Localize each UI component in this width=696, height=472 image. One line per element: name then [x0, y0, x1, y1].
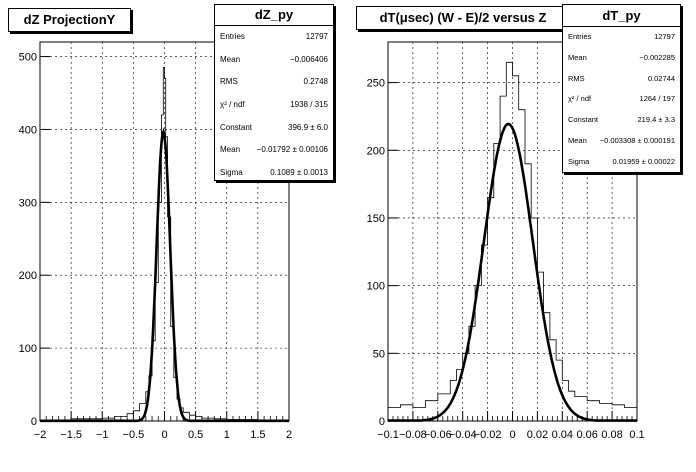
x-tick-label: −2 — [34, 429, 47, 441]
x-tick-label: −0.04 — [449, 429, 477, 441]
stats-row-fit-mean: Mean −0.01792 ± 0.00106 — [220, 145, 328, 155]
gaussian-fit-curve — [40, 127, 289, 423]
stats-row-sigma: Sigma 0.01959 ± 0.00022 — [568, 156, 675, 166]
x-tick-label: −0.02 — [474, 429, 502, 441]
x-tick-label: −1.5 — [60, 429, 82, 441]
x-tick-label: −0.08 — [399, 429, 427, 441]
stats-row-mean: Mean −0.002285 — [568, 52, 675, 62]
y-tick-label: 0 — [379, 416, 385, 428]
y-tick-label: 300 — [19, 197, 37, 209]
stats-row-mean: Mean −0.006406 — [220, 54, 328, 64]
dt-plot-title: dT(μsec) (W - E)/2 versus Z — [356, 6, 570, 30]
dt-versus-z-plot: −0.1 −0.08−0.06−0.04−0.02 0 0.02 0.04 0.06 0.0… — [367, 41, 645, 441]
dt-stats-name: dT_py — [563, 5, 680, 27]
y-tick-label: 150 — [367, 213, 385, 225]
gaussian-fit-curve — [388, 122, 637, 422]
dt-stats-box: dT_py Entries 12797 Mean −0.002285 RMS 0.02… — [562, 4, 681, 173]
dz-projection-plot: −2 −1.5 −1 −0.5 0 0.5 1 1.5 2 0 100 200 300 400 500 — [19, 41, 292, 441]
stats-row-chi2: χ² / ndf 1938 / 315 — [220, 100, 328, 110]
y-tick-label: 100 — [367, 281, 385, 293]
y-tick-label: 100 — [19, 343, 37, 355]
y-tick-label: 200 — [367, 145, 385, 157]
y-tick-label: 500 — [19, 52, 37, 64]
x-tick-label: 0 — [161, 429, 167, 441]
x-tick-label: 1 — [224, 429, 230, 441]
x-tick-label: 0 — [509, 429, 515, 441]
x-tick-label: −0.5 — [123, 429, 145, 441]
histogram-series — [40, 67, 289, 421]
stats-row-rms: RMS 0.2748 — [220, 77, 328, 87]
x-tick-label: 0.06 — [576, 429, 597, 441]
x-tick-label: −0.1 — [377, 429, 399, 441]
x-tick-label: 0.08 — [601, 429, 622, 441]
y-tick-label: 400 — [19, 124, 37, 136]
stats-row-sigma: Sigma 0.1089 ± 0.0013 — [220, 168, 328, 178]
x-tick-label: 0.5 — [188, 429, 203, 441]
stats-row-entries: Entries 12797 — [568, 32, 675, 41]
x-tick-label: 0.02 — [527, 429, 548, 441]
stats-row-constant: Constant 219.4 ± 3.3 — [568, 115, 675, 125]
stats-row-rms: RMS 0.02744 — [568, 73, 675, 83]
x-tick-label: 0.04 — [552, 429, 573, 441]
x-tick-label: 0.1 — [629, 429, 644, 441]
x-tick-label: −0.06 — [424, 429, 452, 441]
dz-plot-title: dZ ProjectionY — [8, 8, 131, 32]
stats-row-entries: Entries 12797 — [220, 32, 328, 41]
stats-row-chi2: χ² / ndf 1264 / 197 — [568, 94, 675, 104]
dz-stats-name: dZ_py — [215, 5, 333, 26]
y-tick-label: 50 — [373, 348, 385, 360]
stats-row-fit-mean: Mean −0.003308 ± 0.000191 — [568, 135, 675, 145]
dz-stats-box: dZ_py Entries 12797 Mean −0.006406 RMS 0.27… — [214, 4, 334, 181]
x-tick-label: 1.5 — [250, 429, 265, 441]
x-tick-label: −1 — [96, 429, 109, 441]
y-tick-label: 250 — [367, 78, 385, 90]
x-tick-label: 2 — [286, 429, 292, 441]
histogram-series — [388, 61, 638, 411]
y-tick-label: 200 — [19, 270, 37, 282]
y-tick-label: 0 — [31, 416, 37, 428]
stats-row-constant: Constant 396.9 ± 6.0 — [220, 122, 328, 132]
